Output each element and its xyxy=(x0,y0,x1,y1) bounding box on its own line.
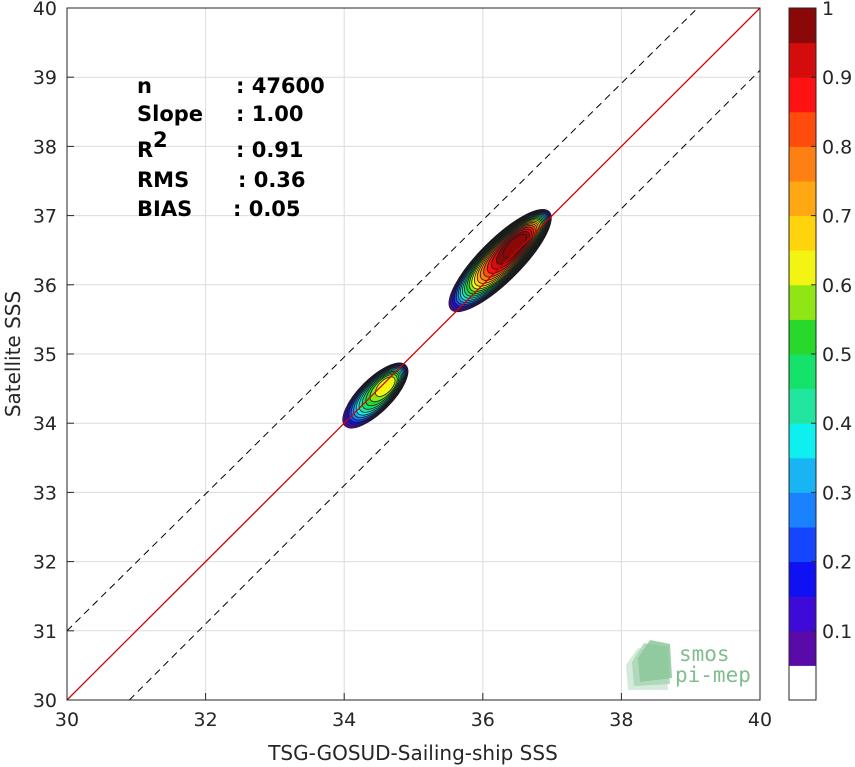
y-tick-label: 33 xyxy=(33,482,57,504)
x-tick-label: 32 xyxy=(194,709,218,731)
colorbar-segment xyxy=(789,561,816,597)
colorbar-segment xyxy=(789,250,816,286)
stat-value: : 47600 xyxy=(236,74,325,98)
statistics-box: n : 47600 Slope : 1.00 R 2 : 0.91 RMS : 0.36 BIAS… xyxy=(137,74,325,221)
x-tick-label: 36 xyxy=(471,709,495,731)
stat-label: R xyxy=(137,138,153,162)
x-tick-label: 30 xyxy=(55,709,79,731)
stat-label: RMS xyxy=(137,168,189,192)
colorbar-segment xyxy=(789,111,816,147)
colorbar-segment xyxy=(789,215,816,251)
stat-value: : 0.05 xyxy=(233,197,301,221)
density-contours xyxy=(342,208,552,429)
y-tick-label: 35 xyxy=(33,344,57,366)
colorbar-segment xyxy=(789,77,816,113)
colorbar-segment xyxy=(789,388,816,424)
colorbar-segment xyxy=(789,527,816,563)
colorbar-segment xyxy=(789,284,816,320)
smos-pi-mep-logo: smos pi-mep xyxy=(626,640,751,690)
colorbar-segment xyxy=(789,630,816,666)
y-tick-label: 38 xyxy=(33,136,57,158)
colorbar-tick-label: 0.1 xyxy=(822,621,852,643)
logo-text-pi-mep: pi-mep xyxy=(675,663,751,687)
colorbar-tick-label: 0.9 xyxy=(822,67,852,89)
x-tick-label: 38 xyxy=(609,709,633,731)
colorbar-segment xyxy=(789,423,816,459)
stat-value: : 0.36 xyxy=(238,168,306,192)
colorbar-segment xyxy=(789,665,816,701)
stat-label-superscript: 2 xyxy=(153,128,168,152)
x-tick-label: 34 xyxy=(332,709,356,731)
stat-label: n xyxy=(137,74,152,98)
colorbar-tick-label: 0.6 xyxy=(822,275,852,297)
colorbar-ticks: 0.1 0.2 0.3 0.4 0.5 0.6 0.7 0.8 0.9 1 xyxy=(811,0,852,643)
colorbar-segment xyxy=(789,319,816,355)
colorbar-segment xyxy=(789,596,816,632)
y-tick-label: 36 xyxy=(33,275,57,297)
y-tick-label: 37 xyxy=(33,206,57,228)
stat-label: Slope xyxy=(137,102,203,126)
colorbar-tick-label: 0.2 xyxy=(822,552,852,574)
colorbar-tick-label: 0.7 xyxy=(822,206,852,228)
y-tick-label: 39 xyxy=(33,67,57,89)
colorbar-segment xyxy=(789,146,816,182)
reference-line-regression xyxy=(67,8,760,700)
reference-line-lower-bound xyxy=(129,69,760,700)
x-axis-label: TSG-GOSUD-Sailing-ship SSS xyxy=(267,741,558,765)
colorbar-tick-label: 0.5 xyxy=(822,344,852,366)
stat-value: : 1.00 xyxy=(236,102,304,126)
density-contour-level xyxy=(502,233,527,259)
stat-label: BIAS xyxy=(137,197,192,221)
y-tick-label: 31 xyxy=(33,621,57,643)
y-tick-label: 40 xyxy=(33,0,57,20)
y-tick-label: 32 xyxy=(33,552,57,574)
reference-line-upper-bound xyxy=(67,8,698,632)
colorbar xyxy=(788,7,817,701)
x-tick-label: 40 xyxy=(748,709,772,731)
reference-lines xyxy=(67,8,760,700)
colorbar-tick-label: 0.4 xyxy=(822,413,852,435)
x-axis-ticks: 30 32 34 36 38 40 xyxy=(55,693,772,731)
y-axis-ticks: 30 31 32 33 34 35 36 37 38 39 40 xyxy=(33,0,74,712)
colorbar-tick-label: 1 xyxy=(822,0,834,20)
colorbar-tick-label: 0.8 xyxy=(822,136,852,158)
colorbar-segment xyxy=(789,181,816,217)
colorbar-tick-label: 0.3 xyxy=(822,482,852,504)
colorbar-segment xyxy=(789,354,816,390)
logo-waves-icon xyxy=(626,640,672,690)
stat-value: : 0.91 xyxy=(236,138,304,162)
colorbar-segment xyxy=(789,8,816,44)
logo-text-smos: smos xyxy=(679,642,730,666)
colorbar-segment xyxy=(789,457,816,493)
y-tick-label: 30 xyxy=(33,690,57,712)
y-tick-label: 34 xyxy=(33,413,57,435)
colorbar-segment xyxy=(789,492,816,528)
y-axis-label: Satellite SSS xyxy=(1,291,25,417)
colorbar-segment xyxy=(789,42,816,78)
density-contour-level xyxy=(375,376,396,397)
